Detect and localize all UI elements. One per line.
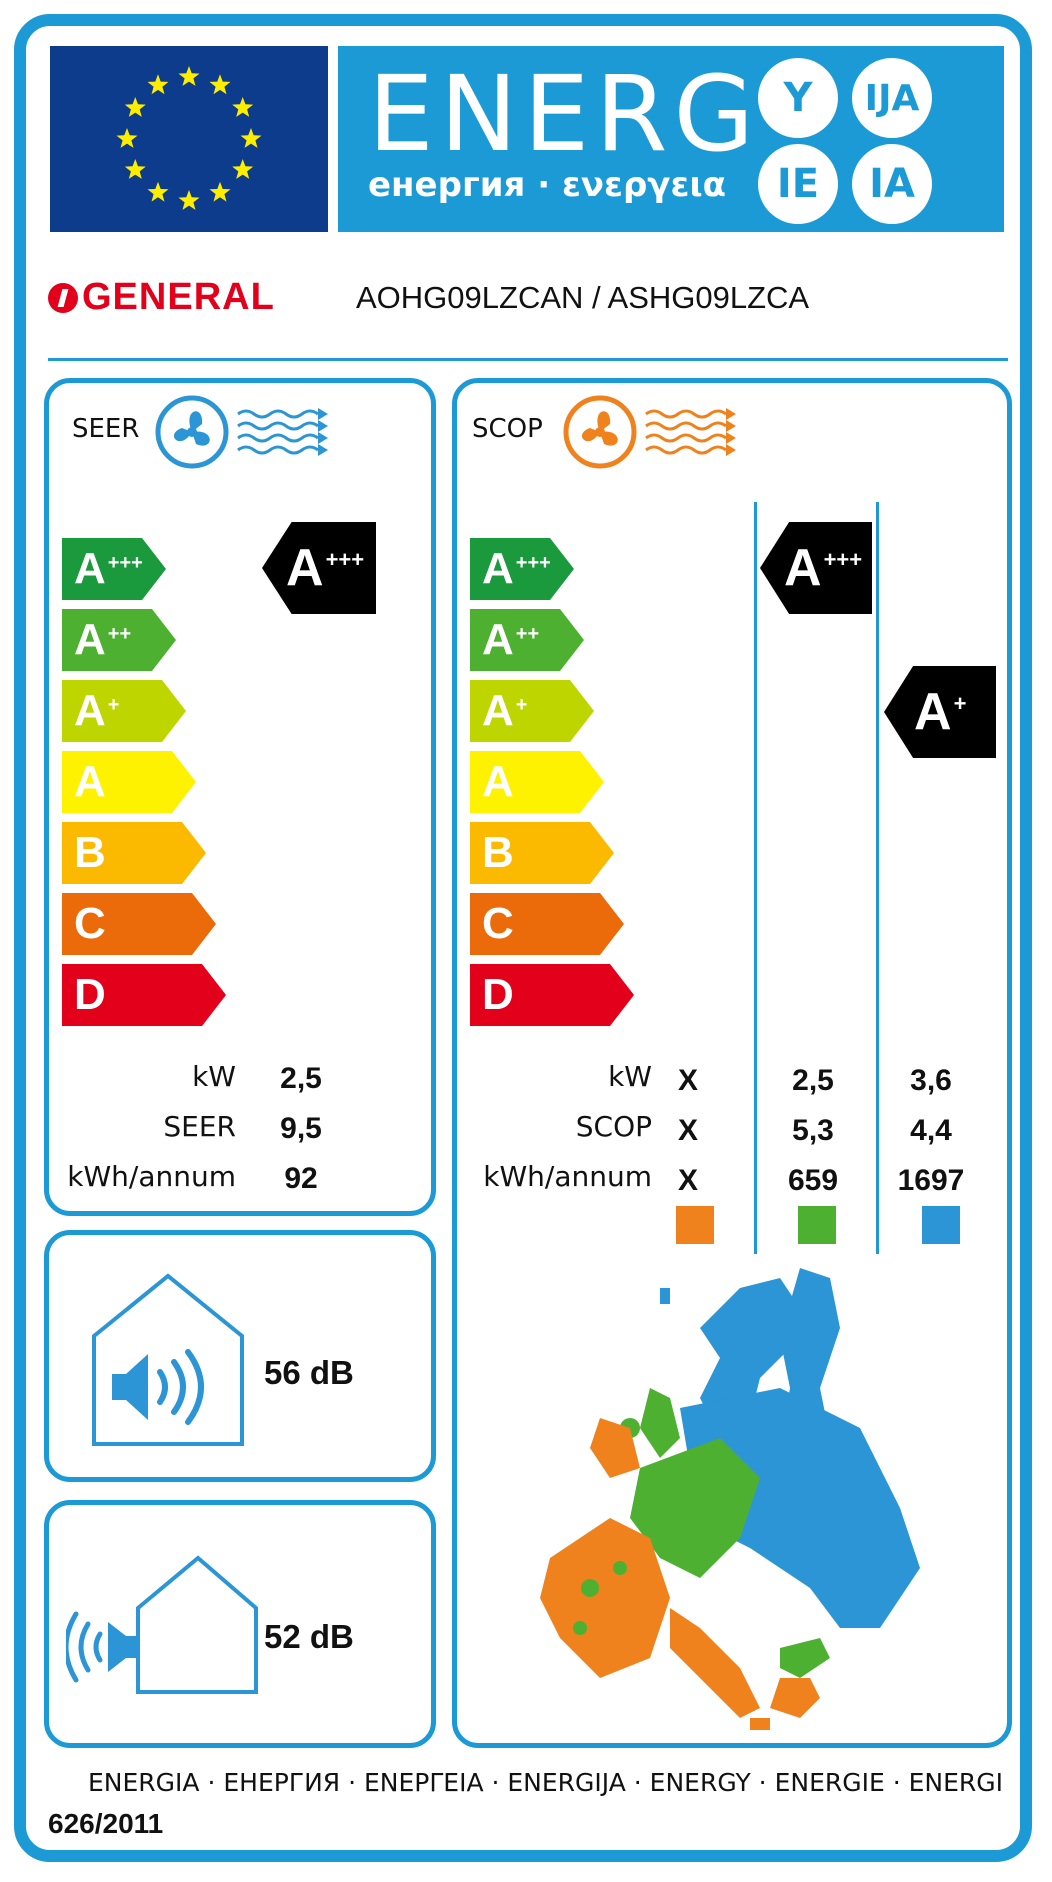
language-suffix-bubble: IA — [852, 144, 932, 224]
average-zone-swatch — [798, 1206, 836, 1244]
seer-class-arrow: A + — [62, 680, 186, 742]
scop-class-letter: A — [482, 686, 514, 735]
scop-colder-value: 4,4 — [910, 1114, 952, 1147]
seer-class-letter: A — [74, 615, 106, 664]
scop-average-value: 659 — [787, 1164, 839, 1197]
eu-star-icon — [209, 181, 231, 202]
scop-row-label: kW — [608, 1060, 652, 1093]
seer-row-label: kW — [192, 1060, 236, 1093]
scop-class-arrow: B — [470, 822, 614, 884]
seer-class-letter: A — [74, 757, 106, 806]
seer-class-letter: A — [74, 686, 106, 735]
scop-colder-value: 1697 — [897, 1164, 965, 1197]
seer-panel — [44, 378, 436, 1216]
eu-star-icon — [178, 66, 200, 86]
seer-row-value: 2,5 — [280, 1062, 322, 1095]
eu-star-icon — [124, 97, 146, 117]
colder-zone-swatch — [922, 1206, 960, 1244]
scop-class-arrow: C — [470, 893, 624, 955]
scop-class-arrow: A — [470, 751, 604, 813]
eu-star-icon — [232, 159, 254, 179]
cooling-fan-icon — [154, 394, 334, 474]
eu-star-icon — [209, 74, 231, 95]
eu-star-icon — [124, 159, 146, 179]
seer-title: SEER — [72, 414, 140, 444]
seer-class-letter: D — [74, 970, 106, 1019]
scop-class-letter: D — [482, 970, 514, 1019]
scop-class-letter: C — [482, 899, 514, 948]
eu-flag — [50, 46, 328, 232]
seer-row-value: 92 — [284, 1162, 318, 1195]
scop-title: SCOP — [472, 414, 543, 444]
indoor-noise-value: 56 dB — [264, 1354, 354, 1391]
scop-class-letter: A — [482, 615, 514, 664]
scop-colder-rating-badge: A + — [884, 666, 996, 758]
language-suffix-bubble: IE — [758, 144, 838, 224]
seer-row-label: SEER — [163, 1110, 236, 1143]
seer-class-letter: C — [74, 899, 106, 948]
model-number: AOHG09LZCAN / ASHG09LZCA — [356, 280, 810, 315]
scop-class-letter: A — [482, 757, 514, 806]
outdoor-noise-icon — [63, 1554, 262, 1698]
scop-class-plus: ++ — [515, 622, 540, 645]
brand-logo-icon — [48, 282, 78, 313]
eu-star-icon — [178, 190, 200, 210]
outdoor-noise-panel — [44, 1500, 436, 1748]
scop-warmer-value: X — [678, 1114, 699, 1147]
energy-title: ENERG — [368, 53, 761, 175]
scop-column-divider — [754, 502, 757, 1254]
seer-class-plus: ++ — [107, 622, 132, 645]
language-suffix-bubble: IJA — [852, 58, 932, 138]
eu-star-icon — [147, 74, 169, 95]
eu-star-icon — [232, 97, 254, 117]
footer-languages: ENERGIA · ЕНЕРГИЯ · ΕΝΕΡΓΕΙΑ · ENERGIJA … — [88, 1768, 1004, 1797]
scop-class-plus: + — [515, 693, 528, 716]
scop-row-label: SCOP — [575, 1110, 652, 1143]
scop-class-plus: +++ — [515, 551, 551, 574]
seer-class-arrow: A — [62, 751, 196, 813]
scop-warmer-value: X — [678, 1064, 699, 1097]
scop-panel — [452, 378, 1012, 1748]
seer-class-arrow: A +++ — [62, 538, 166, 600]
header-divider — [48, 358, 1008, 361]
language-suffix-bubble: Y — [758, 58, 838, 138]
heating-fan-icon — [562, 394, 742, 474]
regulation-number: 626/2011 — [48, 1808, 164, 1839]
energy-subtitle: енергия · ενεργεια — [368, 165, 726, 205]
scop-column-divider — [876, 502, 879, 1254]
scop-class-arrow: A +++ — [470, 538, 574, 600]
eu-star-icon — [240, 128, 262, 148]
seer-row-label: kWh/annum — [67, 1160, 236, 1193]
seer-class-arrow: A ++ — [62, 609, 176, 671]
seer-class-arrow: D — [62, 964, 226, 1026]
seer-class-letter: B — [74, 828, 106, 877]
scop-class-letter: A — [482, 544, 514, 593]
seer-class-plus: +++ — [107, 551, 143, 574]
eu-star-icon — [147, 181, 169, 202]
seer-class-arrow: B — [62, 822, 206, 884]
scop-class-arrow: A ++ — [470, 609, 584, 671]
scop-row-label: kWh/annum — [483, 1160, 652, 1193]
scop-average-value: 5,3 — [792, 1114, 834, 1147]
scop-class-arrow: D — [470, 964, 634, 1026]
outdoor-noise-value: 52 dB — [264, 1618, 354, 1655]
seer-class-arrow: C — [62, 893, 216, 955]
scop-warmer-value: X — [678, 1164, 699, 1197]
eu-stars-icon — [116, 66, 262, 210]
indoor-noise-icon — [90, 1272, 250, 1452]
scop-class-letter: B — [482, 828, 514, 877]
scop-colder-value: 3,6 — [910, 1064, 952, 1097]
seer-row-value: 9,5 — [280, 1112, 322, 1145]
indoor-noise-panel — [44, 1230, 436, 1482]
scop-class-arrow: A + — [470, 680, 594, 742]
warmer-zone-swatch — [676, 1206, 714, 1244]
seer-class-plus: + — [107, 693, 120, 716]
europe-climate-zone-map — [540, 1268, 940, 1742]
label-frame — [14, 14, 1032, 1862]
scop-average-value: 2,5 — [792, 1064, 834, 1097]
brand-name: GENERAL — [82, 276, 275, 318]
eu-star-icon — [116, 128, 138, 148]
seer-class-letter: A — [74, 544, 106, 593]
brand-logo: GENERAL — [48, 276, 275, 319]
